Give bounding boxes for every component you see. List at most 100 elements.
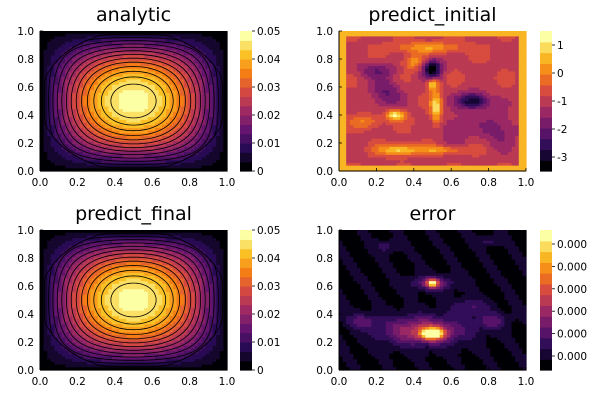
heatmap-cell	[450, 47, 455, 51]
heatmap-cell	[421, 52, 426, 56]
heatmap-cell	[346, 136, 351, 140]
heatmap-cell	[68, 36, 73, 40]
heatmap-cell	[486, 57, 491, 62]
heatmap-cell	[425, 101, 430, 105]
heatmap-cell	[403, 71, 408, 75]
heatmap-cell	[72, 55, 77, 59]
heatmap-cell	[57, 98, 63, 102]
heatmap-cell	[101, 130, 106, 134]
heatmap-cell	[389, 152, 394, 156]
heatmap-cell	[144, 138, 149, 142]
heatmap-cell	[90, 162, 95, 167]
heatmap-cell	[47, 109, 52, 113]
heatmap-cell	[342, 92, 347, 97]
heatmap-cell	[367, 49, 372, 54]
heatmap-cell	[400, 111, 405, 116]
heatmap-cell	[410, 92, 416, 97]
heatmap-cell	[108, 127, 113, 132]
heatmap-cell	[176, 66, 181, 70]
heatmap-cell	[140, 66, 145, 70]
heatmap-cell	[129, 63, 135, 67]
heatmap-cell	[209, 144, 214, 148]
heatmap-cell	[115, 130, 120, 134]
heatmap-cell	[482, 36, 488, 40]
heatmap-cell	[201, 119, 207, 124]
heatmap-cell	[83, 141, 88, 145]
heatmap-cell	[223, 79, 228, 83]
heatmap-cell	[428, 57, 434, 62]
heatmap-cell	[464, 168, 470, 172]
heatmap-cell	[400, 66, 405, 70]
heatmap-cell	[79, 144, 84, 148]
heatmap-cell	[385, 76, 390, 81]
heatmap-cell	[436, 136, 441, 140]
heatmap-cell	[425, 33, 430, 37]
heatmap-cell	[50, 154, 55, 159]
heatmap-cell	[472, 165, 477, 169]
heatmap-cell	[151, 44, 156, 48]
heatmap-cell	[75, 66, 81, 70]
heatmap-cell	[464, 101, 470, 105]
heatmap-cell	[410, 157, 416, 161]
heatmap-cell	[93, 101, 99, 105]
heatmap-cell	[119, 44, 124, 48]
heatmap-cell	[194, 144, 199, 148]
heatmap-cell	[339, 90, 344, 94]
heatmap-cell	[450, 122, 455, 126]
heatmap-cell	[198, 119, 203, 124]
heatmap-cell	[472, 63, 477, 67]
heatmap-cell	[61, 101, 66, 105]
heatmap-cell	[385, 111, 390, 116]
heatmap-cell	[407, 106, 412, 110]
heatmap-cell	[475, 55, 480, 59]
heatmap-cell	[83, 41, 88, 46]
heatmap-cell	[198, 138, 203, 142]
heatmap-cell	[353, 55, 358, 59]
heatmap-cell	[129, 101, 135, 105]
heatmap-cell	[212, 122, 217, 126]
heatmap-cell	[443, 136, 448, 140]
heatmap-cell	[50, 141, 55, 145]
heatmap-cell	[137, 92, 142, 97]
heatmap-cell	[392, 101, 398, 105]
heatmap-cell	[75, 138, 81, 142]
heatmap-cell	[205, 41, 210, 46]
heatmap-cell	[93, 95, 99, 99]
heatmap-cell	[57, 125, 63, 129]
heatmap-cell	[457, 117, 462, 121]
heatmap-cell	[396, 168, 401, 172]
heatmap-cell	[392, 84, 398, 89]
heatmap-cell	[396, 92, 401, 97]
heatmap-cell	[122, 141, 127, 145]
heatmap-cell	[367, 133, 372, 137]
heatmap-cell	[86, 79, 91, 83]
heatmap-cell	[432, 144, 437, 148]
heatmap-cell	[223, 122, 228, 126]
heatmap-cell	[486, 146, 491, 151]
heatmap-cell	[75, 152, 81, 156]
heatmap-cell	[346, 149, 351, 153]
heatmap-cell	[205, 98, 210, 102]
heatmap-cell	[169, 136, 174, 140]
heatmap-cell	[432, 39, 437, 43]
heatmap-cell	[122, 55, 127, 59]
heatmap-cell	[396, 109, 401, 113]
heatmap-cell	[50, 122, 55, 126]
heatmap-cell	[151, 76, 156, 81]
heatmap-cell	[378, 114, 383, 118]
heatmap-cell	[349, 141, 354, 145]
heatmap-cell	[126, 141, 131, 145]
heatmap-cell	[410, 36, 416, 40]
heatmap-cell	[400, 55, 405, 59]
heatmap-cell	[216, 119, 221, 124]
heatmap-cell	[176, 111, 181, 116]
heatmap-cell	[446, 47, 452, 51]
heatmap-cell	[461, 98, 466, 102]
heatmap-cell	[403, 36, 408, 40]
heatmap-cell	[454, 47, 459, 51]
heatmap-cell	[482, 33, 488, 37]
heatmap-cell	[223, 71, 228, 75]
heatmap-cell	[169, 68, 174, 72]
heatmap-cell	[126, 79, 131, 83]
heatmap-cell	[169, 117, 174, 121]
